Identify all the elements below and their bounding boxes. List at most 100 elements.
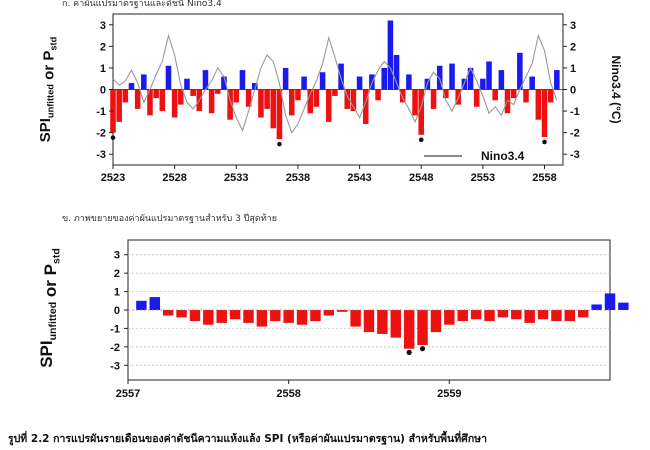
spi-bar — [313, 89, 320, 107]
spi-bar — [337, 310, 348, 312]
spi-bar — [350, 310, 361, 327]
x-tick-label: 2548 — [409, 172, 433, 184]
spi-bar — [190, 89, 196, 96]
spi-bar — [418, 89, 424, 135]
spi-bar — [338, 63, 344, 90]
y-tick-label: -1 — [110, 323, 120, 335]
spi-bar — [332, 89, 338, 96]
spi-bar — [319, 72, 326, 90]
spi-bar — [136, 300, 147, 310]
spi-bar — [436, 65, 443, 90]
y-tick-label: 2 — [114, 268, 120, 280]
spi-bar — [264, 89, 270, 109]
drought-marker — [110, 135, 116, 140]
spi-bar — [229, 310, 241, 320]
y-tick-label: -3 — [110, 360, 120, 372]
spi-bar — [523, 89, 529, 103]
spi-bar — [591, 304, 602, 310]
drought-marker — [542, 139, 547, 145]
spi-bar — [295, 89, 301, 101]
y-axis-label: SPIunfitted or Pstd — [37, 248, 62, 368]
spi-bar — [604, 293, 616, 310]
spi-bar — [252, 83, 258, 90]
spi-bar — [375, 89, 381, 101]
right-y-tick-label: -2 — [570, 128, 580, 140]
right-y-tick-label: -1 — [570, 106, 580, 118]
spi-bar — [288, 89, 295, 116]
spi-bar — [403, 310, 415, 349]
spi-bar — [307, 89, 314, 114]
spi-bar — [149, 297, 160, 310]
spi-bar — [486, 61, 492, 90]
spi-bar — [387, 20, 394, 90]
y-tick-label: -1 — [96, 106, 106, 118]
spi-bar — [399, 89, 406, 103]
spi-bar — [529, 76, 535, 90]
spi-bar — [202, 70, 209, 90]
chart-a: -3 -2 -1 0 1 2 3 -3 -2 -1 0 1 2 3 2523 2528 2533 2538 2543… — [37, 13, 623, 184]
y-tick-label: -2 — [96, 128, 106, 140]
spi-bar — [510, 89, 517, 99]
x-tick-label: 2528 — [162, 172, 186, 184]
x-tick-label: 2553 — [471, 172, 495, 184]
spi-bar — [296, 310, 308, 325]
x-tick-label: 2533 — [224, 172, 248, 184]
spi-bar — [618, 302, 629, 310]
legend-label: Nino3.4 — [481, 149, 525, 163]
figure-caption: รูปที่ 2.2 การแปรผันรายเดือนของค่าดัชนีค… — [8, 433, 488, 445]
spi-bar — [412, 89, 418, 116]
spi-bar — [564, 310, 576, 322]
spi-bar — [258, 89, 264, 118]
spi-bar — [457, 310, 468, 322]
right-y-tick-label: 1 — [570, 63, 576, 75]
spi-bar — [282, 67, 289, 90]
x-tick-label: 2559 — [437, 388, 461, 400]
spi-bar — [122, 89, 129, 103]
y-axis-label: SPIunfitted or Pstd — [37, 36, 59, 142]
spi-bar — [283, 310, 294, 323]
spi-bar — [325, 89, 332, 122]
spi-bar — [243, 310, 254, 323]
spi-bar — [301, 76, 307, 90]
y-tick-label: 0 — [114, 305, 120, 317]
drought-marker — [277, 141, 282, 147]
spi-bar — [270, 310, 281, 322]
spi-bar — [221, 76, 227, 90]
right-y-tick-label: 2 — [570, 41, 576, 53]
spi-bar — [245, 89, 252, 107]
spi-bar — [165, 65, 172, 90]
spi-bar — [444, 310, 455, 325]
spi-bar — [128, 83, 135, 90]
spi-bar — [470, 310, 482, 320]
x-tick-label: 2543 — [347, 172, 371, 184]
spi-bar — [498, 70, 505, 90]
y-tick-label: 1 — [100, 63, 106, 75]
spi-bar — [381, 67, 388, 90]
y-tick-label: 0 — [100, 85, 106, 97]
spi-bar — [511, 310, 522, 320]
spi-bar — [184, 78, 190, 90]
drought-marker — [418, 137, 424, 143]
right-y-tick-label: 0 — [570, 85, 576, 97]
spi-bar — [116, 89, 122, 122]
spi-bar — [227, 89, 233, 120]
panel-a-title: ก. ค่าผันแปรมาตรฐานและดัชนี Nino3.4 — [62, 0, 222, 9]
spi-bar — [362, 89, 369, 125]
spi-bar — [517, 52, 523, 90]
spi-bar — [430, 310, 442, 333]
spi-bar — [203, 310, 214, 325]
y-tick-label: 2 — [100, 41, 106, 53]
spi-bar — [492, 89, 498, 101]
spi-bar — [390, 310, 401, 338]
drought-marker — [419, 346, 426, 352]
spi-bar — [406, 74, 412, 90]
spi-bar — [535, 89, 542, 120]
spi-bar — [208, 89, 215, 114]
spi-bar — [443, 89, 449, 99]
spi-bar — [547, 89, 554, 103]
spi-bar — [162, 310, 174, 316]
spi-bar — [256, 310, 268, 327]
spi-bar — [310, 310, 321, 322]
spi-bar — [393, 54, 400, 90]
